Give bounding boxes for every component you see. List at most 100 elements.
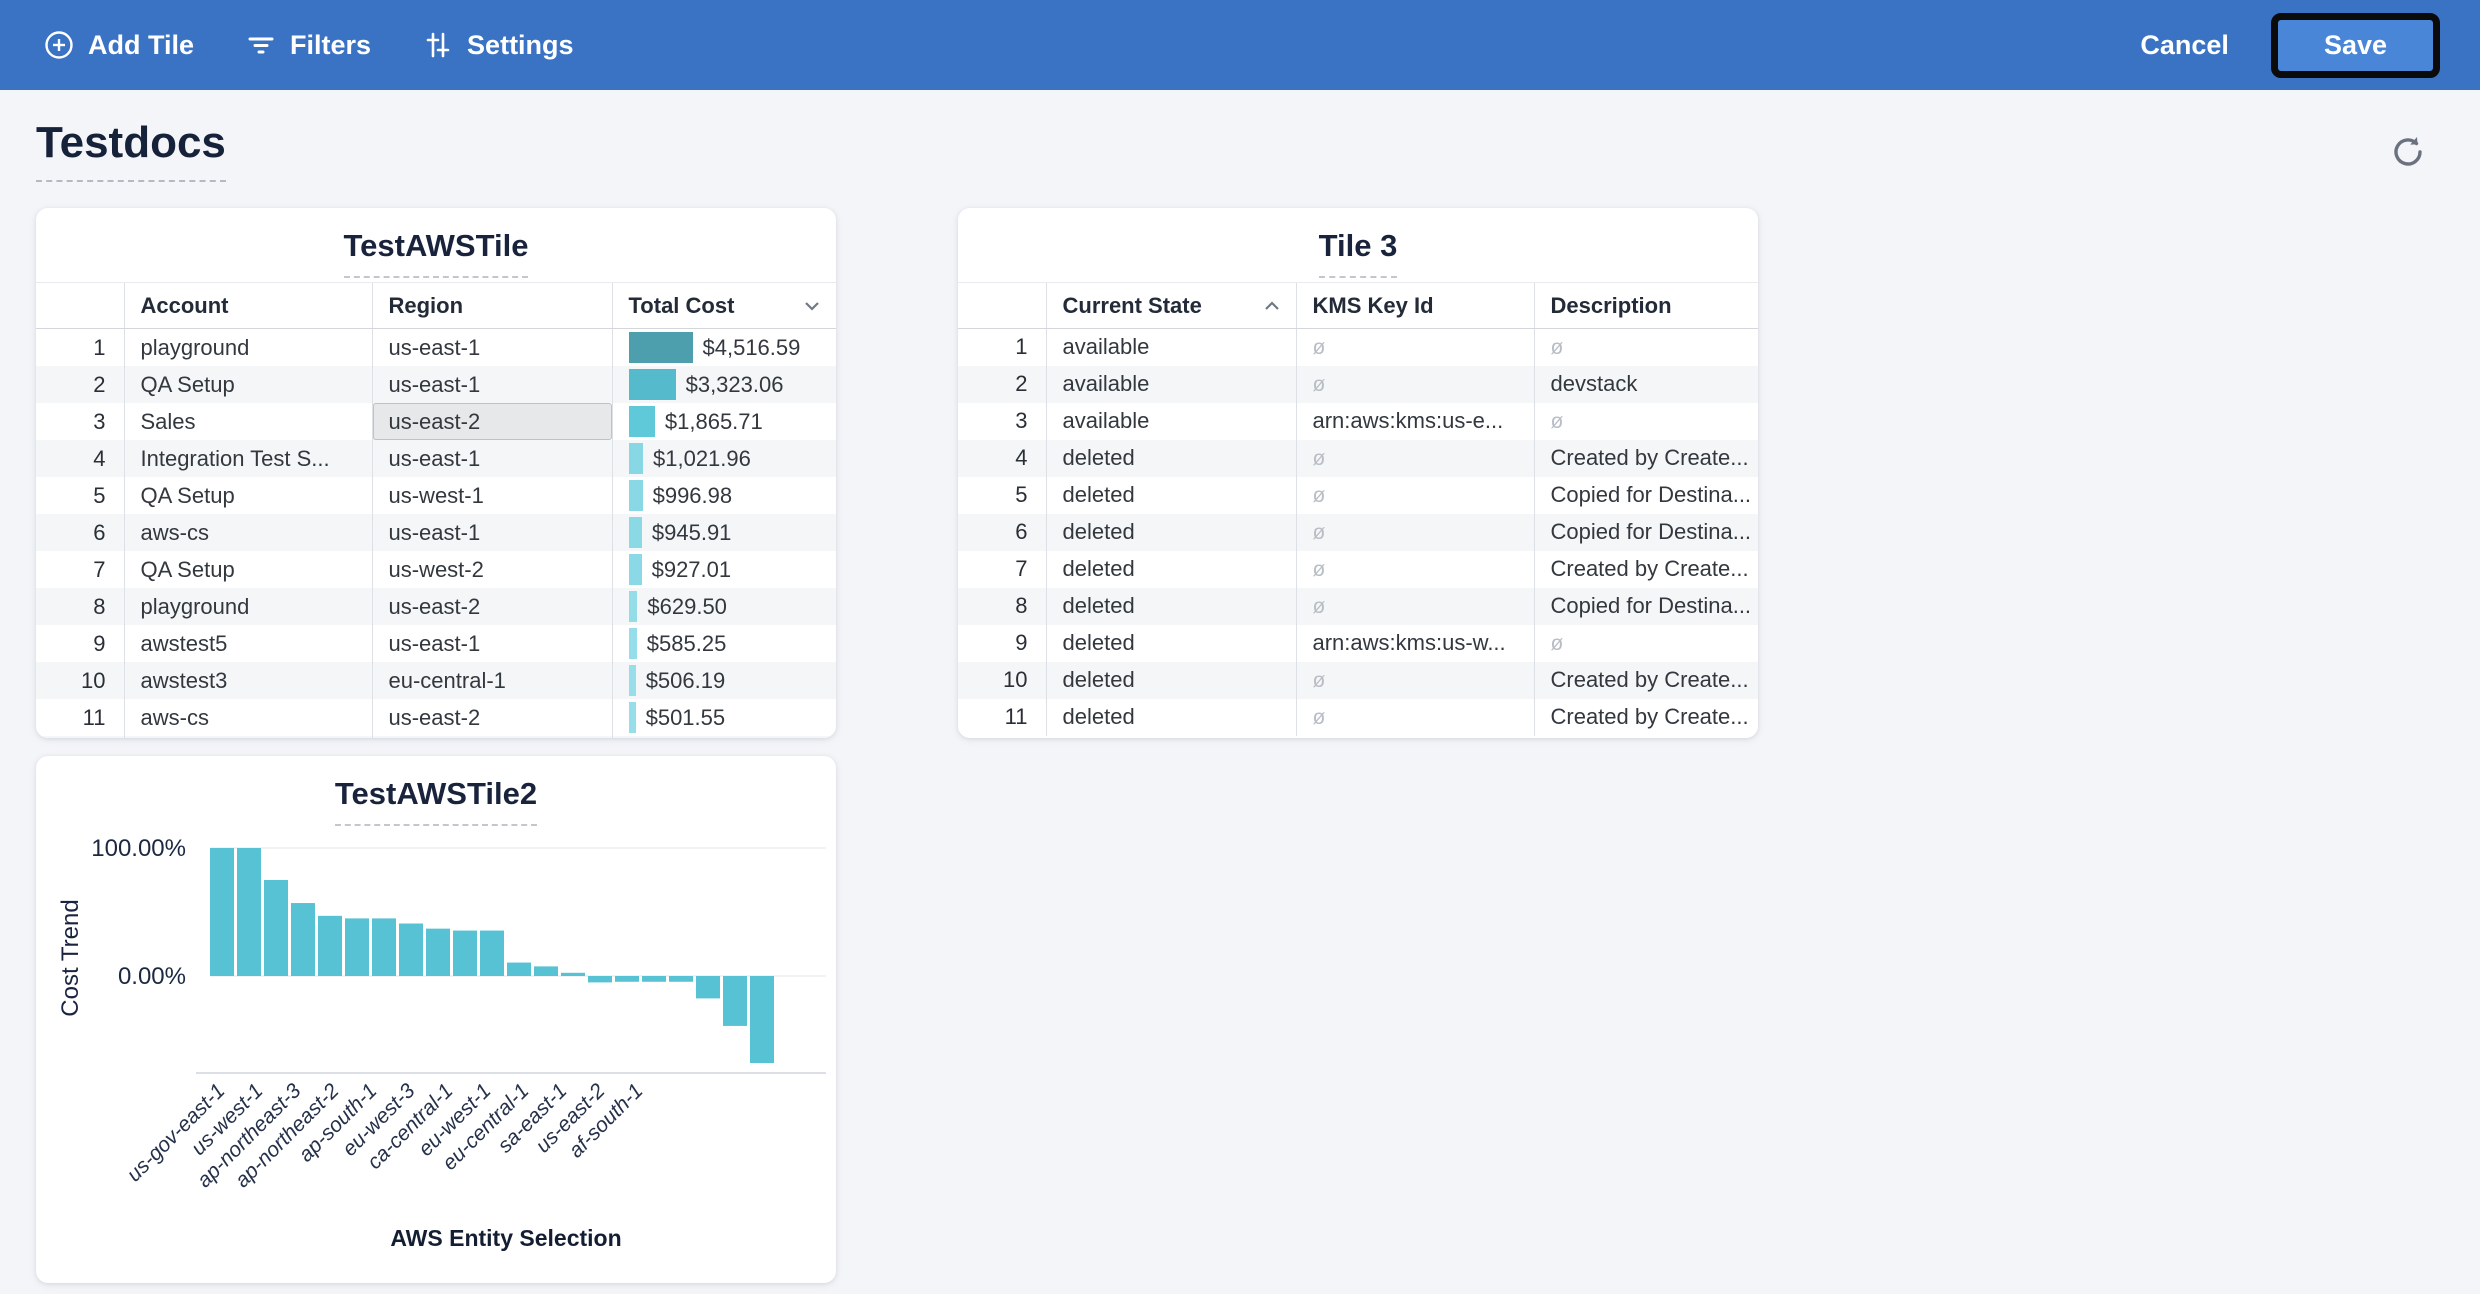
table-cell-state[interactable]: deleted (1045, 698, 1296, 736)
table-cell-region[interactable]: us-west-2 (371, 551, 612, 588)
row-number: 3 (1015, 408, 1028, 433)
table-cell-cost[interactable]: $1,865.71 (611, 403, 836, 440)
table-cell-desc[interactable]: Created by Create... (1533, 439, 1758, 477)
table-cell-region[interactable]: us-east-1 (371, 514, 612, 551)
table-cell-region[interactable]: us-east-1 (371, 366, 612, 403)
column-header-state[interactable]: Current State (1045, 282, 1296, 329)
table-cell-desc[interactable]: devstack (1533, 365, 1758, 403)
table-cell-kms[interactable]: ø (1295, 698, 1534, 736)
table-cell-cost[interactable]: $1,021.96 (611, 440, 836, 477)
table-cell-region[interactable]: us-east-1 (371, 328, 612, 366)
cancel-button[interactable]: Cancel (2140, 29, 2229, 60)
table-cell-region[interactable]: us-west-1 (371, 477, 612, 514)
table-cell-cost[interactable]: $3,323.06 (611, 366, 836, 403)
table-cell-account[interactable]: QA Setup (123, 477, 372, 514)
table-cell-cost[interactable]: $945.91 (611, 514, 836, 551)
save-button[interactable]: Save (2270, 12, 2440, 78)
tile-title: TestAWSTile (36, 208, 836, 278)
table-cell-account[interactable]: aws-cs (123, 699, 372, 736)
table-cell-kms[interactable]: ø (1295, 365, 1534, 403)
table-row: 2 available ø devstack (958, 365, 1758, 403)
table-cell-account[interactable]: playground (123, 588, 372, 625)
add-tile-label: Add Tile (88, 29, 195, 60)
table-cell-kms[interactable]: ø (1295, 439, 1534, 477)
table-cell-account[interactable]: QA Setup (123, 366, 372, 403)
table-cell-state[interactable]: deleted (1045, 550, 1296, 588)
filters-button[interactable]: Filters (246, 30, 371, 61)
table-row: 5 QA Setup us-west-1 $996.98 (36, 477, 836, 514)
table-cell-state[interactable]: deleted (1045, 587, 1296, 625)
table-cell-desc[interactable]: Created by Create... (1533, 698, 1758, 736)
table-cell-state[interactable]: deleted (1045, 513, 1296, 551)
table-cell-desc[interactable]: Created by Create... (1533, 661, 1758, 699)
chart-bar (237, 848, 261, 976)
table-cell-account[interactable]: playground (123, 328, 372, 366)
table-cell-kms[interactable]: ø (1295, 550, 1534, 588)
column-header-label: Region (388, 293, 464, 318)
table-header-row: Current State KMS Key Id Description (958, 282, 1758, 329)
table-cell-desc[interactable]: Copied for Destina... (1533, 587, 1758, 625)
table-row: 1 playground us-east-1 $4,516.59 (36, 328, 836, 366)
table-cell-kms[interactable]: ø (1295, 328, 1534, 366)
table-cell-account[interactable]: QA Setup (123, 551, 372, 588)
table-cell-region[interactable]: us-east-2 (371, 403, 612, 440)
table-cell-state[interactable]: available (1045, 402, 1296, 440)
plus-circle-icon (44, 30, 74, 60)
table-cell-kms[interactable]: arn:aws:kms:us-e... (1295, 402, 1534, 440)
table-cell-cost[interactable]: $4,516.59 (611, 328, 836, 366)
table-cell-desc[interactable]: ø (1533, 402, 1758, 440)
table-cell-state[interactable]: deleted (1045, 661, 1296, 699)
table-cell-account[interactable]: Integration Test S... (123, 440, 372, 477)
table-cell-cost[interactable]: $501.55 (611, 699, 836, 736)
table-cell-desc[interactable]: Created by Create... (1533, 550, 1758, 588)
table-cell-state[interactable]: deleted (1045, 476, 1296, 514)
table-cell-desc[interactable]: ø (1533, 328, 1758, 366)
table-cell-cost[interactable]: $629.50 (611, 588, 836, 625)
table-cell-state[interactable]: available (1045, 328, 1296, 366)
table-cell-cost[interactable]: $506.19 (611, 662, 836, 699)
table-cell-cost[interactable]: $585.25 (611, 625, 836, 662)
table-cell-region[interactable]: us-east-1 (371, 625, 612, 662)
table-cell-account[interactable]: awstest5 (123, 625, 372, 662)
cost-value: $585.25 (646, 630, 727, 656)
table-cell-state[interactable]: available (1045, 365, 1296, 403)
table-cell-region[interactable]: us-east-2 (371, 699, 612, 736)
table-cell-desc[interactable]: Copied for Destina... (1533, 476, 1758, 514)
table-cell-desc[interactable]: Copied for Destina... (1533, 513, 1758, 551)
table-cell-desc[interactable]: ø (1533, 624, 1758, 662)
row-number: 9 (1015, 630, 1028, 655)
column-header-region[interactable]: Region (371, 282, 612, 329)
column-header-desc[interactable]: Description (1533, 282, 1758, 329)
column-header-cost[interactable]: Total Cost (611, 282, 836, 329)
null-value-mark: ø (1312, 669, 1326, 692)
column-header-account[interactable]: Account (123, 282, 372, 329)
topbar: Add Tile Filters Settings Cancel Save (0, 0, 2480, 90)
null-value-mark: ø (1312, 484, 1326, 507)
table-cell-cost[interactable]: $996.98 (611, 477, 836, 514)
refresh-button[interactable] (2388, 132, 2428, 175)
table-cell-kms[interactable]: ø (1295, 661, 1534, 699)
table-cell-kms[interactable]: arn:aws:kms:us-w... (1295, 624, 1534, 662)
null-value-mark: ø (1312, 447, 1326, 470)
table-cell-kms[interactable]: ø (1295, 587, 1534, 625)
table-cell-region[interactable]: eu-central-1 (371, 662, 612, 699)
table-cell-region[interactable]: us-east-1 (371, 440, 612, 477)
settings-button[interactable]: Settings (423, 30, 574, 61)
table-cell-state[interactable]: deleted (1045, 439, 1296, 477)
table-cell-region[interactable]: us-east-2 (371, 588, 612, 625)
column-header-kms[interactable]: KMS Key Id (1295, 282, 1534, 329)
tile-testawstile2: TestAWSTile2 100.00% 0.00% Cost Trend us-go… (36, 756, 836, 1283)
table-cell-account[interactable]: aws-cs (123, 514, 372, 551)
chart-bar (399, 923, 423, 976)
table-row: 7 deleted ø Created by Create... (958, 550, 1758, 588)
table-cell-account[interactable]: Sales (123, 403, 372, 440)
add-tile-button[interactable]: Add Tile (44, 30, 194, 61)
table-cell-state[interactable]: deleted (1045, 624, 1296, 662)
chevron-up-icon (1264, 301, 1279, 310)
table-cell-kms[interactable]: ø (1295, 513, 1534, 551)
table-cell-kms[interactable]: ø (1295, 476, 1534, 514)
table-cell-cost[interactable]: $927.01 (611, 551, 836, 588)
row-number: 1 (93, 334, 106, 360)
table-row: 1 available ø ø (958, 328, 1758, 366)
table-cell-account[interactable]: awstest3 (123, 662, 372, 699)
